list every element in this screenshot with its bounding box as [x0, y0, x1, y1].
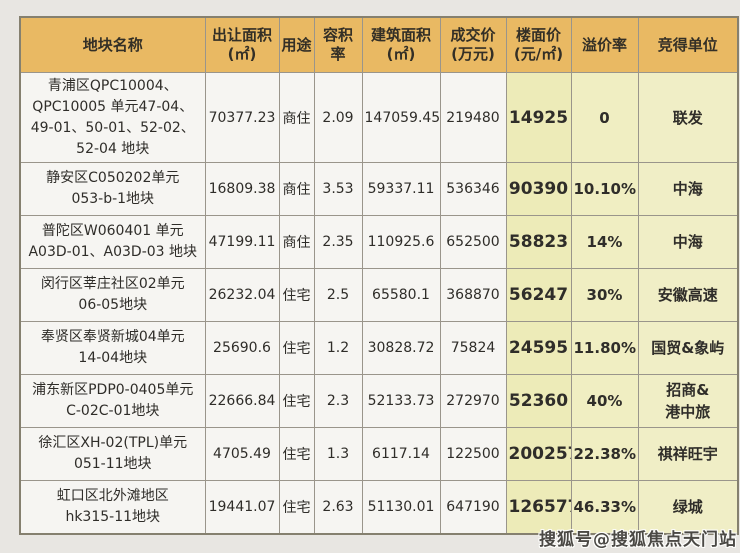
cell-far: 2.63	[313, 480, 363, 534]
cell-plot-name: 虹口区北外滩地区 hk315-11地块	[19, 480, 206, 534]
cell-build-area: 59337.11	[361, 162, 441, 216]
header-build-area: 建筑面积 (㎡)	[361, 16, 441, 73]
cell-deal-price: 219480	[439, 72, 507, 163]
cell-sell-area: 19441.07	[204, 480, 280, 534]
cell-far: 2.3	[313, 374, 363, 428]
cell-build-area: 110925.6	[361, 215, 441, 269]
cell-premium-rate: 14%	[570, 215, 639, 269]
table-row: 青浦区QPC10004、 QPC10005 单元47-04、 49-01、50-…	[19, 72, 739, 163]
cell-usage: 住宅	[278, 321, 315, 375]
cell-deal-price: 75824	[439, 321, 507, 375]
header-sell-area: 出让面积 (㎡)	[204, 16, 280, 73]
cell-sell-area: 16809.38	[204, 162, 280, 216]
cell-floor-price: 126577	[505, 480, 572, 534]
cell-premium-rate: 11.80%	[570, 321, 639, 375]
cell-premium-rate: 0	[570, 72, 639, 163]
header-floor-price: 楼面价 (元/㎡)	[505, 16, 572, 73]
cell-build-area: 147059.45	[361, 72, 441, 163]
table-row: 普陀区W060401 单元 A03D-01、A03D-03 地块 47199.1…	[19, 215, 739, 269]
cell-usage: 商住	[278, 72, 315, 163]
cell-usage: 商住	[278, 162, 315, 216]
cell-plot-name: 普陀区W060401 单元 A03D-01、A03D-03 地块	[19, 215, 206, 269]
cell-premium-rate: 10.10%	[570, 162, 639, 216]
cell-plot-name: 闵行区莘庄社区02单元 06-05地块	[19, 268, 206, 322]
cell-sell-area: 4705.49	[204, 427, 280, 481]
header-plot-name: 地块名称	[19, 16, 206, 73]
cell-build-area: 51130.01	[361, 480, 441, 534]
cell-floor-price: 56247	[505, 268, 572, 322]
cell-far: 1.2	[313, 321, 363, 375]
cell-deal-price: 647190	[439, 480, 507, 534]
cell-winner: 祺祥旺宇	[637, 427, 739, 481]
cell-usage: 住宅	[278, 374, 315, 428]
cell-plot-name: 静安区C050202单元 053-b-1地块	[19, 162, 206, 216]
table-row: 虹口区北外滩地区 hk315-11地块 19441.07 住宅 2.63 511…	[19, 480, 739, 534]
cell-plot-name: 奉贤区奉贤新城04单元 14-04地块	[19, 321, 206, 375]
cell-plot-name: 浦东新区PDP0-0405单元 C-02C-01地块	[19, 374, 206, 428]
cell-winner: 国贸&象屿	[637, 321, 739, 375]
cell-floor-price: 24595	[505, 321, 572, 375]
cell-usage: 住宅	[278, 427, 315, 481]
cell-far: 1.3	[313, 427, 363, 481]
header-far: 容积率	[313, 16, 363, 73]
cell-build-area: 65580.1	[361, 268, 441, 322]
cell-far: 2.09	[313, 72, 363, 163]
header-premium-rate: 溢价率	[570, 16, 639, 73]
cell-deal-price: 272970	[439, 374, 507, 428]
cell-build-area: 6117.14	[361, 427, 441, 481]
cell-sell-area: 70377.23	[204, 72, 280, 163]
cell-usage: 住宅	[278, 268, 315, 322]
cell-deal-price: 536346	[439, 162, 507, 216]
cell-plot-name: 青浦区QPC10004、 QPC10005 单元47-04、 49-01、50-…	[19, 72, 206, 163]
cell-premium-rate: 40%	[570, 374, 639, 428]
cell-premium-rate: 22.38%	[570, 427, 639, 481]
land-sales-table: 地块名称 出让面积 (㎡) 用途 容积率 建筑面积 (㎡) 成交价 (万元) 楼…	[19, 16, 739, 535]
watermark: 搜狐号@搜狐焦点天门站	[539, 530, 737, 550]
header-deal-price: 成交价 (万元)	[439, 16, 507, 73]
cell-winner: 绿城	[637, 480, 739, 534]
cell-sell-area: 25690.6	[204, 321, 280, 375]
cell-floor-price: 200257	[505, 427, 572, 481]
cell-floor-price: 14925	[505, 72, 572, 163]
table-row: 徐汇区XH-02(TPL)单元 051-11地块 4705.49 住宅 1.3 …	[19, 427, 739, 481]
cell-far: 2.35	[313, 215, 363, 269]
cell-deal-price: 122500	[439, 427, 507, 481]
cell-floor-price: 52360	[505, 374, 572, 428]
header-winner: 竞得单位	[637, 16, 739, 73]
cell-premium-rate: 30%	[570, 268, 639, 322]
table-row: 静安区C050202单元 053-b-1地块 16809.38 商住 3.53 …	[19, 162, 739, 216]
header-row: 地块名称 出让面积 (㎡) 用途 容积率 建筑面积 (㎡) 成交价 (万元) 楼…	[19, 16, 739, 73]
cell-winner: 中海	[637, 215, 739, 269]
table-row: 闵行区莘庄社区02单元 06-05地块 26232.04 住宅 2.5 6558…	[19, 268, 739, 322]
cell-winner: 招商& 港中旅	[637, 374, 739, 428]
cell-far: 2.5	[313, 268, 363, 322]
cell-plot-name: 徐汇区XH-02(TPL)单元 051-11地块	[19, 427, 206, 481]
table-row: 奉贤区奉贤新城04单元 14-04地块 25690.6 住宅 1.2 30828…	[19, 321, 739, 375]
cell-sell-area: 22666.84	[204, 374, 280, 428]
cell-winner: 安徽高速	[637, 268, 739, 322]
cell-sell-area: 47199.11	[204, 215, 280, 269]
cell-premium-rate: 46.33%	[570, 480, 639, 534]
cell-sell-area: 26232.04	[204, 268, 280, 322]
cell-deal-price: 368870	[439, 268, 507, 322]
cell-deal-price: 652500	[439, 215, 507, 269]
table-row: 浦东新区PDP0-0405单元 C-02C-01地块 22666.84 住宅 2…	[19, 374, 739, 428]
cell-build-area: 30828.72	[361, 321, 441, 375]
header-usage: 用途	[278, 16, 315, 73]
cell-floor-price: 58823	[505, 215, 572, 269]
cell-winner: 中海	[637, 162, 739, 216]
cell-build-area: 52133.73	[361, 374, 441, 428]
cell-far: 3.53	[313, 162, 363, 216]
cell-floor-price: 90390	[505, 162, 572, 216]
cell-usage: 商住	[278, 215, 315, 269]
cell-usage: 住宅	[278, 480, 315, 534]
cell-winner: 联发	[637, 72, 739, 163]
